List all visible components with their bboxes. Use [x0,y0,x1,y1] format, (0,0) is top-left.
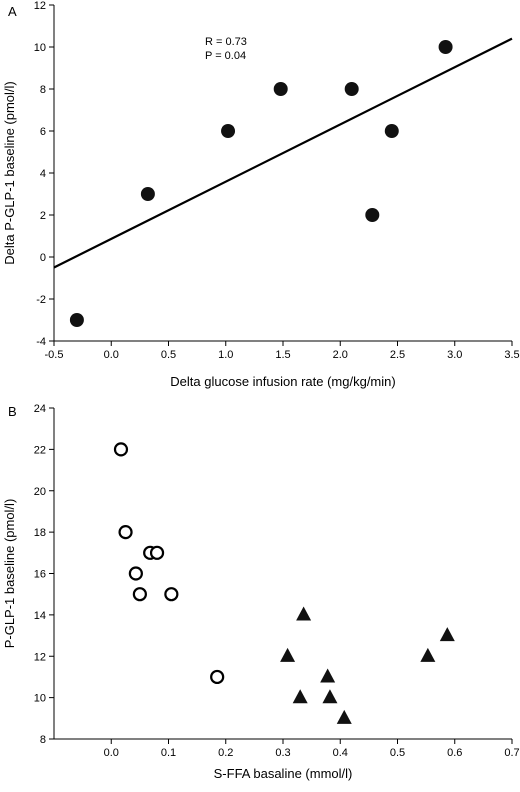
panel-b-triangle-point [320,668,336,683]
panel-b-open-circle-point [118,525,133,540]
panel-a-y-tick-label: 8 [40,84,46,96]
panel-b-y-tick-label: 16 [34,569,46,581]
panel-b-y-tick-label: 22 [34,444,46,456]
panel-b-x-tick-label: 0.4 [333,747,348,759]
panel-b-x-tick-label: 0.7 [504,747,519,759]
panel-a-y-tick-label: 6 [40,126,46,138]
panel-a-data-point [365,208,380,222]
panel-a-label: A [8,4,17,19]
panel-a-data-point [438,40,453,54]
panel-a-y-tick-label: 4 [40,168,46,180]
panel-a-y-tick-label: 10 [34,42,46,54]
panel-b-open-circle-point [132,587,147,602]
panel-b-y-axis-label: P-GLP-1 baseline (pmol/l) [2,499,17,649]
panel-a-annotation-r: R = 0.73 [205,36,247,48]
panel-b-open-circle-point [113,442,129,457]
panel-a-x-tick-label: 0.5 [161,349,176,361]
panel-a-x-tick-label: 1.0 [218,349,233,361]
panel-b-x-tick-label: 0.0 [104,747,119,759]
panel-b-y-tick-label: 12 [34,651,46,663]
panel-a-y-tick-label: -2 [36,294,46,306]
panel-a-x-tick-label: 2.5 [390,349,405,361]
panel-a-y-tick-label: 2 [40,210,46,222]
panel-b-y-tick-label: 8 [40,734,46,746]
panel-b-y-tick-label: 24 [34,403,46,415]
panel-b-triangle-point [280,647,296,662]
panel-b-open-circle-point [128,566,143,581]
panel-a-x-tick-label: 0.0 [104,349,119,361]
panel-b-open-circle-point [164,587,179,602]
panel-b-x-tick-label: 0.2 [218,747,233,759]
panel-b-y-tick-label: 18 [34,527,46,539]
panel-b-triangle-point [296,606,312,621]
panel-b-triangle-point [322,689,338,704]
panel-b-triangle-point [336,709,352,724]
panel-a-y-tick-label: -4 [36,336,46,348]
panel-b-x-tick-label: 0.6 [447,747,462,759]
panel-b-y-tick-label: 20 [34,486,46,498]
panel-a-x-tick-label: 1.5 [275,349,290,361]
panel-a-data-point [221,124,236,138]
panel-a-data-point [273,82,288,96]
panel-a-y-axis-label: Delta P-GLP-1 baseline (pmol/l) [2,81,17,265]
panel-b-x-tick-label: 0.5 [390,747,405,759]
panel-b-open-circle-point [149,545,165,560]
panel-b-y-tick-label: 14 [34,610,46,622]
panel-b-triangle-point [439,627,455,642]
panel-a-data-point [140,187,155,201]
panel-b-triangle-point [420,647,436,662]
panel-a-y-tick-label: 12 [34,0,46,12]
panel-b-y-tick-label: 10 [34,693,46,705]
panel-a-data-point [344,82,359,96]
panel-a-x-tick-label: 3.5 [504,349,519,361]
panel-a-x-axis-label: Delta glucose infusion rate (mg/kg/min) [170,374,395,389]
panel-b-x-tick-label: 0.1 [161,747,176,759]
panel-a-y-tick-label: 0 [40,252,46,264]
panel-b-x-tick-label: 0.3 [275,747,290,759]
panel-a-data-point [384,124,399,138]
panel-b-x-axis-label: S-FFA basaline (mmol/l) [214,766,353,781]
panel-b-triangle-point [292,689,308,704]
panel-a-x-tick-label: -0.5 [45,349,64,361]
panel-a-x-tick-label: 3.0 [447,349,462,361]
panel-a-data-point [69,313,84,327]
panel-b-label: B [8,404,17,419]
panel-a-annotation-p: P = 0.04 [205,50,246,62]
panel-b-open-circle-point [210,669,225,685]
panel-a-regression-line [53,37,513,269]
panel-a-x-tick-label: 2.0 [333,349,348,361]
